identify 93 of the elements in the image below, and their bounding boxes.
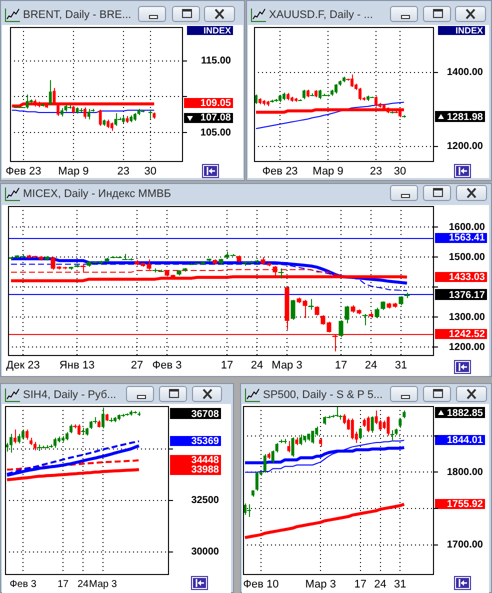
y-tick-label: 1800.00 — [446, 466, 484, 478]
x-tick-label: Фев 23 — [6, 166, 42, 178]
x-tick-label: 23 — [370, 166, 382, 178]
candlestick — [48, 80, 52, 106]
candlestick — [338, 320, 344, 338]
candlestick — [358, 427, 362, 440]
y2-tick-label: 107.08 — [200, 112, 232, 124]
x-tick-label: Мар 9 — [58, 166, 89, 178]
x-tick-label: 27 — [130, 360, 144, 372]
candlestick — [14, 428, 16, 444]
text: 1281.98 — [446, 112, 483, 123]
x-tick-label: Мар 9 — [312, 166, 344, 178]
candlestick — [378, 419, 382, 430]
candlestick — [10, 433, 12, 454]
x-tick-label: Мар 3 — [89, 578, 118, 590]
y2-tick-label: 1433.03 — [448, 272, 486, 283]
candlestick — [302, 89, 306, 100]
x-tick-label: 17 — [220, 360, 234, 372]
chart-title: XAUUSD.F, Daily - ... — [269, 8, 373, 22]
candlestick — [84, 106, 86, 120]
candlestick — [398, 418, 402, 428]
y-tick-label: 1700.00 — [446, 540, 484, 551]
y2-tick-label: 1755.92 — [446, 499, 484, 510]
chart-title: SP500, Daily - S & P 5... — [263, 388, 383, 402]
y-tick-label: 30000 — [191, 546, 220, 558]
candlestick — [358, 87, 362, 101]
candlestick — [350, 418, 354, 440]
candlestick — [87, 108, 90, 120]
x-tick-label: Мар 3 — [305, 578, 336, 591]
candlestick — [263, 454, 266, 474]
candlestick — [18, 433, 20, 444]
text: 36708 — [191, 408, 219, 420]
y2-tick-label: 1844.01 — [446, 435, 484, 446]
candlestick — [344, 305, 350, 324]
x-tick-label: Фев 10 — [243, 578, 279, 591]
candlestick — [26, 428, 28, 440]
candlestick — [98, 109, 102, 126]
x-tick-label: 31 — [394, 578, 406, 591]
x-tick-label: 23 — [117, 166, 130, 178]
x-tick-label: 24 — [250, 360, 264, 372]
y-tick-label: 1300.00 — [448, 312, 486, 323]
x-tick-label: Фев 23 — [262, 166, 298, 178]
x-tick-label: 30 — [394, 166, 406, 178]
y-tick-label: 105.00 — [200, 127, 232, 138]
candlestick — [299, 434, 302, 446]
x-tick-label: Фев 3 — [10, 578, 37, 590]
line-series — [6, 459, 140, 471]
y2-tick-label: 1242.52 — [448, 328, 486, 340]
x-tick-label: 24 — [374, 578, 386, 591]
y-tick-label: 32500 — [191, 495, 220, 506]
candlestick — [54, 437, 56, 448]
y2-tick-label: 34448 — [191, 454, 220, 466]
candlestick — [255, 472, 258, 492]
candlestick — [334, 84, 338, 94]
chart-title: BRENT, Daily - BRE... — [23, 8, 132, 22]
y2-tick-label: 33988 — [191, 464, 220, 476]
y2-tick-label: 1563.41 — [448, 232, 486, 244]
y-tick-label: 115.00 — [200, 56, 232, 66]
candlestick — [314, 306, 320, 316]
text: INDEX — [455, 25, 483, 36]
text: INDEX — [203, 25, 231, 36]
candlestick — [370, 416, 374, 434]
candlestick — [290, 299, 296, 320]
x-tick-label: 17 — [57, 578, 69, 590]
x-tick-label: 31 — [394, 360, 408, 372]
text: 1882.85 — [446, 408, 483, 419]
x-tick-label: 17 — [354, 578, 367, 591]
x-tick-label: 24 — [364, 360, 378, 372]
y-tick-label: 1200.00 — [448, 342, 486, 353]
candlestick — [374, 307, 380, 319]
candlestick — [22, 428, 24, 440]
x-tick-label: Мар 3 — [272, 360, 302, 372]
x-tick-label: 17 — [334, 360, 348, 372]
chart-title: SIH4, Daily - Руб... — [23, 388, 116, 402]
x-tick-label: Дек 23 — [6, 360, 40, 372]
candlestick — [366, 416, 370, 433]
candlestick — [386, 416, 390, 436]
y2-tick-label: 109.05 — [200, 98, 232, 110]
candlestick — [291, 436, 294, 458]
x-tick-label: 24 — [77, 578, 89, 590]
candlestick — [287, 440, 290, 453]
candlestick — [102, 407, 104, 429]
x-tick-label: 30 — [144, 166, 156, 178]
text: 1376.17 — [448, 290, 485, 301]
candlestick — [311, 430, 314, 444]
y-tick-label: 1400.00 — [446, 67, 484, 78]
y-tick-label: 1500.00 — [448, 252, 486, 263]
chart-title: MICEX, Daily - Индекс ММВБ — [23, 187, 172, 201]
y-tick-label: 1600.00 — [448, 222, 486, 233]
y2-tick-label: 35369 — [191, 436, 220, 448]
x-tick-label: Янв 13 — [59, 360, 95, 372]
y-tick-label: 1200.00 — [446, 141, 484, 152]
x-tick-label: Фев 3 — [152, 360, 182, 372]
